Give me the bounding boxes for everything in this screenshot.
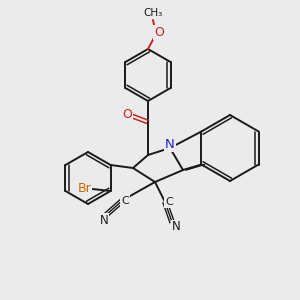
Text: C: C	[165, 197, 173, 207]
Text: O: O	[154, 26, 164, 38]
Text: N: N	[165, 137, 175, 151]
Text: C: C	[121, 196, 129, 206]
Text: CH₃: CH₃	[143, 8, 163, 18]
Text: N: N	[172, 220, 180, 233]
Text: O: O	[122, 109, 132, 122]
Text: N: N	[100, 214, 108, 226]
Text: Br: Br	[78, 182, 92, 196]
